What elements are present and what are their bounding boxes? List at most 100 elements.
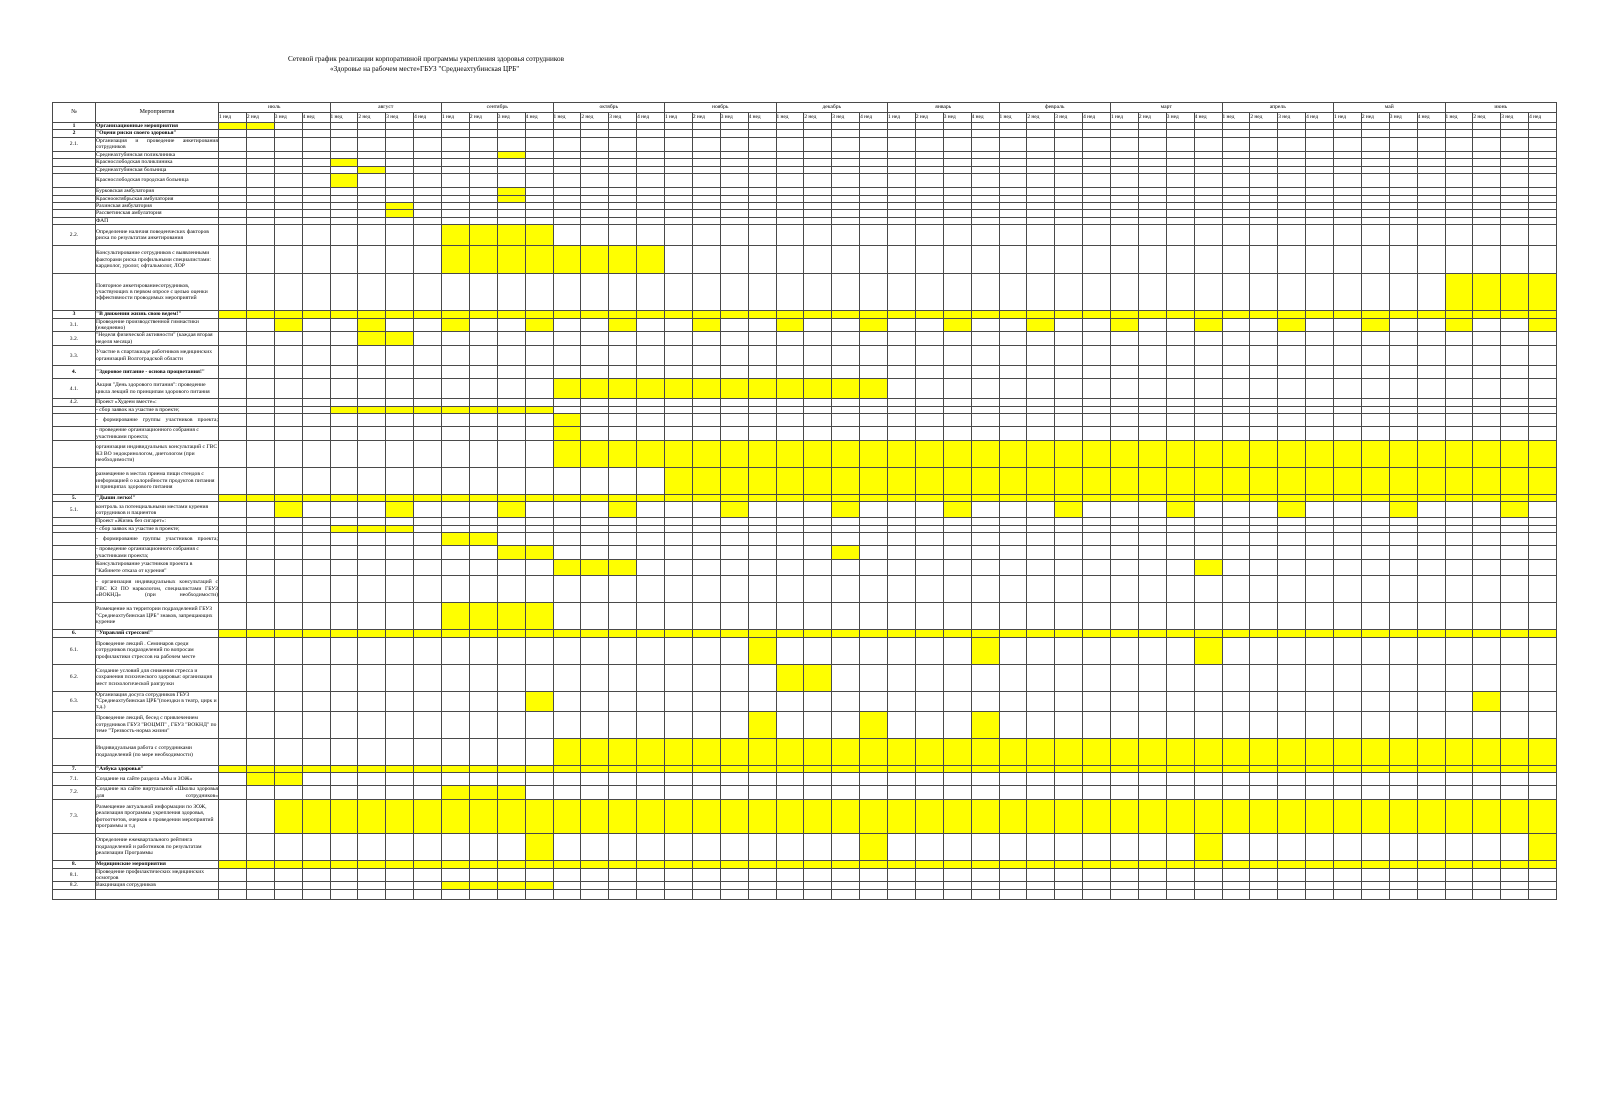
gantt-cell[interactable] <box>301 764 331 774</box>
gantt-cell[interactable] <box>580 310 610 319</box>
gantt-cell[interactable] <box>524 310 554 319</box>
gantt-cell[interactable] <box>413 365 442 380</box>
gantt-cell[interactable] <box>301 165 331 175</box>
gantt-cell[interactable] <box>1472 785 1502 801</box>
gantt-cell[interactable] <box>942 493 972 503</box>
gantt-cell[interactable] <box>385 867 415 883</box>
gantt-cell[interactable] <box>691 467 721 496</box>
gantt-cell[interactable] <box>1249 524 1279 534</box>
gantt-cell[interactable] <box>1500 173 1530 189</box>
gantt-cell[interactable] <box>1221 888 1251 900</box>
gantt-cell[interactable] <box>636 440 665 469</box>
gantt-cell[interactable] <box>552 405 582 415</box>
gantt-cell[interactable] <box>747 517 777 526</box>
gantt-cell[interactable] <box>998 737 1028 766</box>
gantt-cell[interactable] <box>496 764 526 774</box>
gantt-cell[interactable] <box>608 501 638 519</box>
gantt-cell[interactable] <box>301 575 331 604</box>
gantt-cell[interactable] <box>580 764 610 774</box>
gantt-cell[interactable] <box>524 799 554 835</box>
gantt-cell[interactable] <box>803 888 833 900</box>
gantt-cell[interactable] <box>691 860 721 869</box>
gantt-cell[interactable] <box>914 331 944 347</box>
gantt-cell[interactable] <box>218 121 247 131</box>
gantt-cell[interactable] <box>1333 440 1362 469</box>
gantt-cell[interactable] <box>1110 216 1139 226</box>
gantt-cell[interactable] <box>970 158 1000 167</box>
gantt-cell[interactable] <box>552 194 582 203</box>
gantt-cell[interactable] <box>1193 737 1223 766</box>
gantt-cell[interactable] <box>1165 245 1195 275</box>
gantt-cell[interactable] <box>496 881 526 890</box>
gantt-cell[interactable] <box>385 710 415 739</box>
gantt-cell[interactable] <box>1472 867 1502 883</box>
gantt-cell[interactable] <box>887 405 916 415</box>
gantt-cell[interactable] <box>1277 158 1307 167</box>
gantt-cell[interactable] <box>1388 310 1418 319</box>
gantt-cell[interactable] <box>385 764 415 774</box>
gantt-cell[interactable] <box>385 331 415 347</box>
gantt-cell[interactable] <box>357 764 387 774</box>
gantt-cell[interactable] <box>357 331 387 347</box>
gantt-cell[interactable] <box>441 201 470 211</box>
gantt-cell[interactable] <box>1026 493 1056 503</box>
gantt-cell[interactable] <box>1333 273 1362 312</box>
gantt-cell[interactable] <box>357 426 387 442</box>
gantt-cell[interactable] <box>1472 150 1502 160</box>
gantt-cell[interactable] <box>441 881 470 890</box>
gantt-cell[interactable] <box>301 545 331 561</box>
gantt-cell[interactable] <box>1500 398 1530 407</box>
gantt-cell[interactable] <box>1528 317 1557 333</box>
gantt-cell[interactable] <box>1137 575 1167 604</box>
gantt-cell[interactable] <box>775 413 805 428</box>
gantt-cell[interactable] <box>1360 493 1390 503</box>
gantt-cell[interactable] <box>1388 426 1418 442</box>
gantt-cell[interactable] <box>887 524 916 534</box>
gantt-cell[interactable] <box>775 493 805 503</box>
gantt-cell[interactable] <box>1388 881 1418 890</box>
gantt-cell[interactable] <box>887 799 916 835</box>
gantt-cell[interactable] <box>301 209 331 218</box>
gantt-cell[interactable] <box>998 440 1028 469</box>
gantt-cell[interactable] <box>441 426 470 442</box>
gantt-cell[interactable] <box>747 860 777 869</box>
gantt-cell[interactable] <box>1082 663 1111 692</box>
gantt-cell[interactable] <box>524 532 554 547</box>
gantt-cell[interactable] <box>1500 772 1530 787</box>
gantt-cell[interactable] <box>859 426 888 442</box>
gantt-cell[interactable] <box>1444 413 1474 428</box>
gantt-cell[interactable] <box>636 785 665 801</box>
gantt-cell[interactable] <box>1054 764 1084 774</box>
gantt-cell[interactable] <box>1110 378 1139 400</box>
gantt-cell[interactable] <box>887 785 916 801</box>
gantt-cell[interactable] <box>1305 165 1334 175</box>
gantt-cell[interactable] <box>1221 493 1251 503</box>
gantt-cell[interactable] <box>914 532 944 547</box>
gantt-cell[interactable] <box>1249 121 1279 131</box>
gantt-cell[interactable] <box>1360 194 1390 203</box>
gantt-cell[interactable] <box>1305 467 1334 496</box>
gantt-cell[interactable] <box>1110 129 1139 138</box>
gantt-cell[interactable] <box>1388 398 1418 407</box>
gantt-cell[interactable] <box>552 224 582 247</box>
gantt-cell[interactable] <box>1054 136 1084 152</box>
gantt-cell[interactable] <box>1054 493 1084 503</box>
gantt-cell[interactable] <box>301 378 331 400</box>
gantt-cell[interactable] <box>1249 710 1279 739</box>
gantt-cell[interactable] <box>1500 710 1530 739</box>
gantt-cell[interactable] <box>1528 158 1557 167</box>
gantt-cell[interactable] <box>998 245 1028 275</box>
gantt-cell[interactable] <box>914 245 944 275</box>
gantt-cell[interactable] <box>245 629 275 638</box>
gantt-cell[interactable] <box>245 860 275 869</box>
gantt-cell[interactable] <box>691 331 721 347</box>
gantt-cell[interactable] <box>1165 575 1195 604</box>
gantt-cell[interactable] <box>1528 867 1557 883</box>
gantt-cell[interactable] <box>1165 194 1195 203</box>
gantt-cell[interactable] <box>1137 317 1167 333</box>
gantt-cell[interactable] <box>385 860 415 869</box>
gantt-cell[interactable] <box>329 785 359 801</box>
gantt-cell[interactable] <box>273 867 303 883</box>
gantt-cell[interactable] <box>468 772 498 787</box>
gantt-cell[interactable] <box>664 710 693 739</box>
